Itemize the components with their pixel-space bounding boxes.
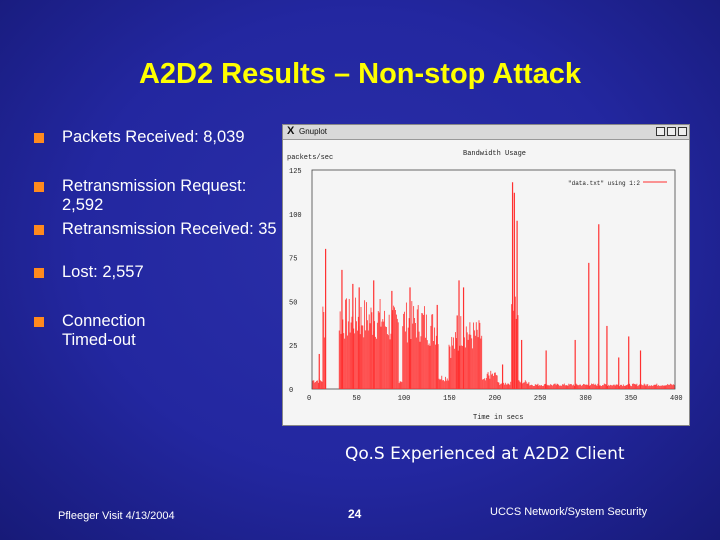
x-tick-label: 50	[352, 395, 360, 403]
bullet-item: Connection Timed-out	[34, 312, 172, 350]
y-tick-label: 50	[289, 299, 297, 307]
y-tick-label: 75	[289, 256, 297, 264]
axis-ticks: 0 50 100 150 200 250 300 350 400 0 25 50 75 100 125	[289, 168, 683, 403]
bullet-text: Retransmission Request: 2,592	[62, 177, 247, 214]
bullet-text: Packets Received: 8,039	[62, 128, 245, 146]
slide-number: 24	[348, 507, 362, 521]
minimize-icon[interactable]	[656, 127, 665, 136]
bullet-text: Lost: 2,557	[62, 263, 144, 281]
bullet-item: Retransmission Request: 2,592	[34, 177, 277, 215]
x-tick-label: 150	[443, 395, 456, 403]
bullet-item: Packets Received: 8,039	[34, 128, 245, 147]
chart-title: Bandwidth Usage	[463, 150, 526, 158]
x-tick-label: 200	[489, 395, 502, 403]
x-tick-label: 350	[625, 395, 638, 403]
x-tick-label: 300	[579, 395, 592, 403]
chart-caption: Qo.S Experienced at A2D2 Client	[345, 444, 625, 464]
y-tick-label: 0	[289, 387, 293, 395]
legend-label: "data.txt" using 1:2	[568, 180, 640, 187]
bullet-text: Connection Timed-out	[62, 312, 146, 349]
y-tick-label: 100	[289, 212, 302, 220]
x-tick-label: 400	[670, 395, 683, 403]
slide-title: A2D2 Results – Non-stop Attack	[138, 58, 582, 90]
y-tick-label: 125	[289, 168, 302, 176]
close-icon[interactable]	[678, 127, 687, 136]
y-axis-label: packets/sec	[287, 154, 333, 162]
bullet-text: Retransmission Received: 35	[62, 220, 277, 238]
bullet-square-icon	[34, 182, 44, 192]
window-titlebar[interactable]: X Gnuplot	[283, 125, 689, 140]
y-tick-label: 25	[289, 343, 297, 351]
bullet-square-icon	[34, 268, 44, 278]
footer-org: UCCS Network/System Security	[490, 506, 648, 518]
data-bars	[312, 182, 675, 389]
bullet-item: Retransmission Received: 35	[34, 220, 277, 239]
x-axis-label: Time in secs	[473, 414, 523, 422]
x-tick-label: 100	[398, 395, 411, 403]
x-tick-label: 0	[307, 395, 311, 403]
bullet-square-icon	[34, 225, 44, 235]
footer-presenter: Pfleeger Visit 4/13/2004	[58, 510, 175, 522]
bullet-item: Lost: 2,557	[34, 263, 144, 282]
x11-icon: X	[287, 125, 295, 137]
bandwidth-chart: packets/sec Bandwidth Usage "data.txt" u…	[287, 150, 683, 422]
x-tick-label: 250	[534, 395, 547, 403]
maximize-icon[interactable]	[667, 127, 676, 136]
gnuplot-window: X Gnuplot packets/sec Bandwidth Usage "d…	[282, 124, 690, 426]
window-title: Gnuplot	[299, 127, 328, 136]
bullet-square-icon	[34, 133, 44, 143]
bullet-square-icon	[34, 317, 44, 327]
